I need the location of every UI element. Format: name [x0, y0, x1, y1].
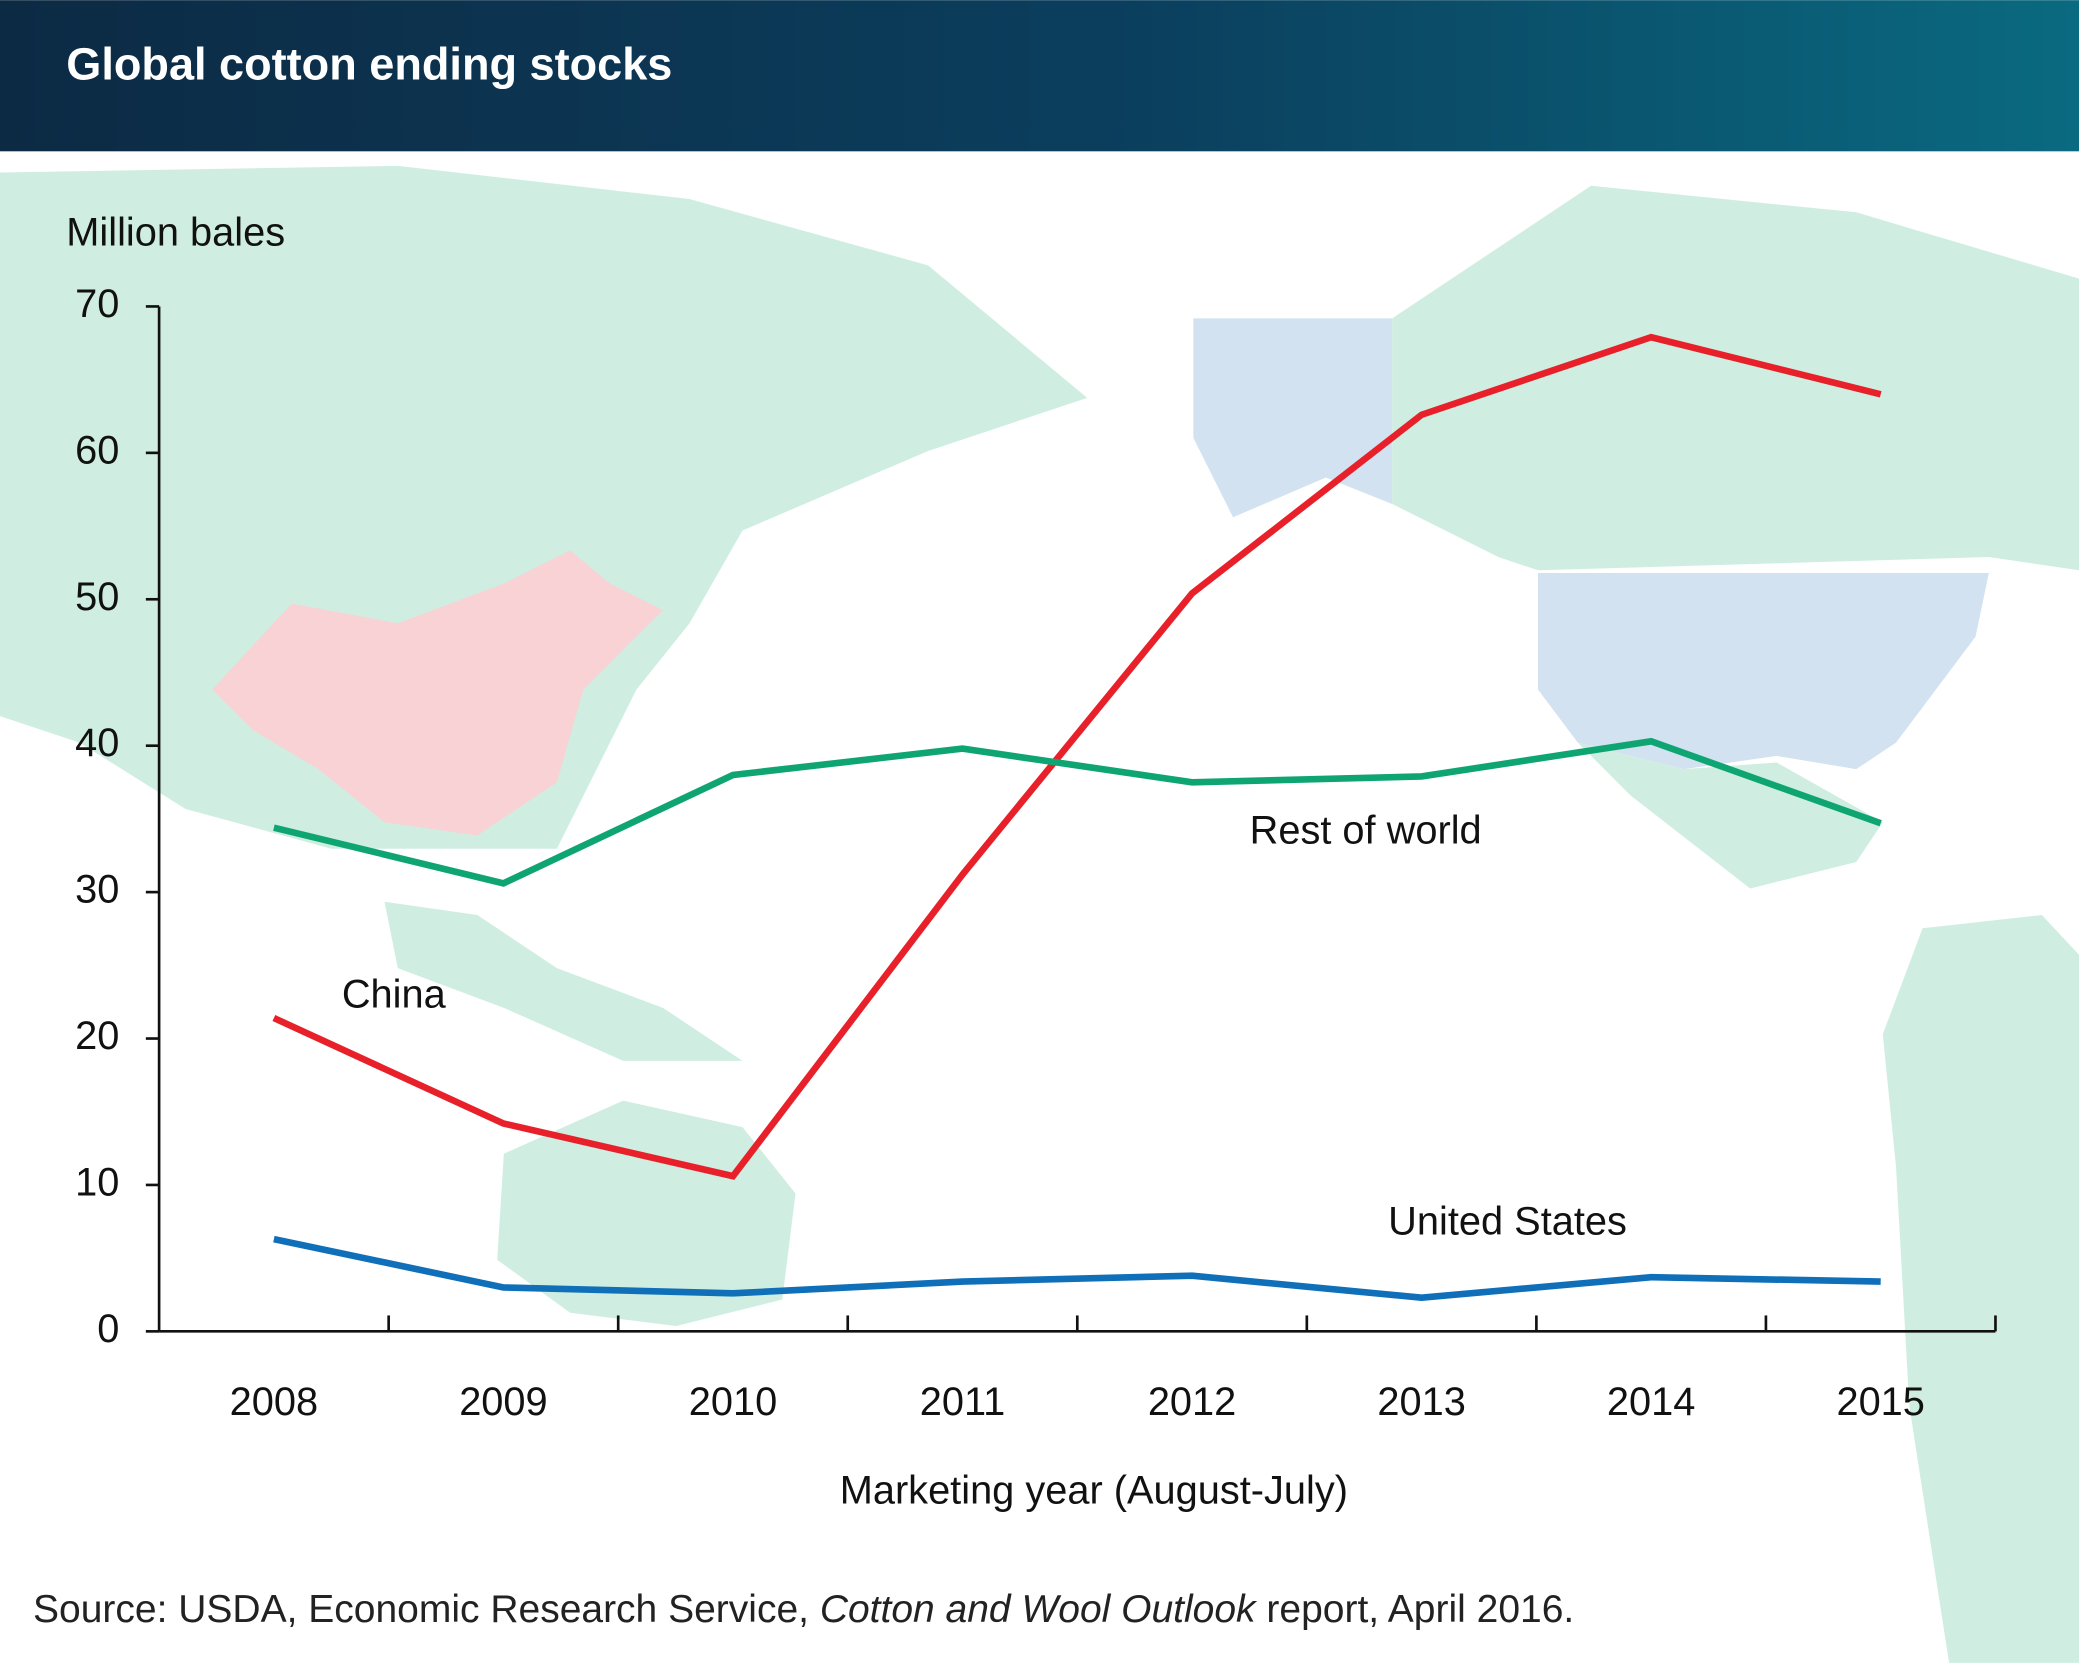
- x-axis-label: Marketing year (August-July): [840, 1469, 1348, 1513]
- chart-title: Global cotton ending stocks: [66, 39, 672, 90]
- y-tick-label: 0: [97, 1307, 119, 1351]
- plot-area: 0 10 20 30 40 50 60 70 2008 2009 2010 2011 2012 2013 2…: [75, 282, 1997, 1424]
- series-line: [273, 737, 1882, 887]
- y-tick-label: 30: [75, 868, 119, 912]
- y-tick-label: 50: [75, 575, 119, 619]
- y-tick-label: 70: [75, 282, 119, 326]
- series-label: China: [342, 973, 447, 1017]
- source-note: Source: USDA, Economic Research Service,…: [33, 1588, 1574, 1632]
- y-tick-label: 10: [75, 1160, 119, 1204]
- series-label: United States: [1388, 1199, 1627, 1243]
- x-tick-label: 2015: [1836, 1380, 1924, 1424]
- header-bar: [0, 0, 2079, 152]
- x-tick-label: 2012: [1148, 1380, 1236, 1424]
- y-tick-label: 20: [75, 1014, 119, 1058]
- x-tick-label: 2008: [230, 1380, 318, 1424]
- y-axis-label: Million bales: [66, 210, 285, 254]
- y-tick-label: 40: [75, 721, 119, 765]
- source-report: Cotton and Wool Outlook: [819, 1588, 1256, 1631]
- series-label: Rest of world: [1250, 808, 1482, 852]
- y-tick-label: 60: [75, 428, 119, 472]
- source-suffix: report, April 2016.: [1255, 1588, 1575, 1631]
- x-tick-label: 2010: [689, 1380, 777, 1424]
- source-prefix: Source: USDA, Economic Research Service,: [33, 1588, 820, 1631]
- map-background: [0, 165, 2079, 1663]
- series-line: [272, 333, 1882, 1180]
- x-tick-label: 2009: [459, 1380, 547, 1424]
- x-tick-label: 2011: [920, 1380, 1006, 1424]
- x-tick-label: 2013: [1377, 1380, 1465, 1424]
- series-line: [273, 1235, 1881, 1302]
- x-tick-label: 2014: [1607, 1380, 1695, 1424]
